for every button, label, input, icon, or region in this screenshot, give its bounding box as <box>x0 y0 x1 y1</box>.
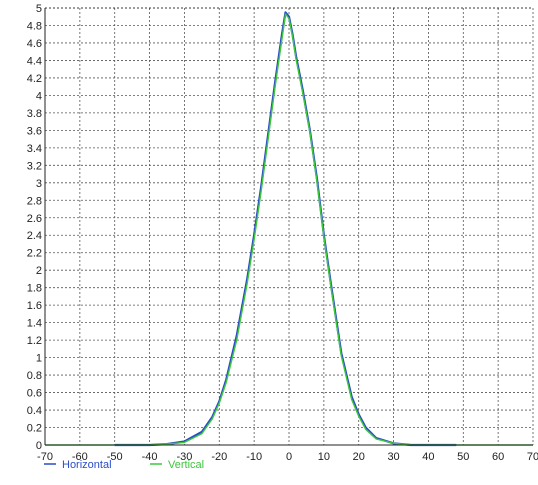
y-tick-label: 0.2 <box>27 423 42 435</box>
y-tick-label: 1.4 <box>27 318 42 330</box>
y-tick-label: 1.6 <box>27 300 42 312</box>
legend-label-vertical: Vertical <box>168 459 204 471</box>
y-tick-label: 2.8 <box>27 195 42 207</box>
x-tick-label: -70 <box>37 451 53 463</box>
x-tick-label: -50 <box>107 451 123 463</box>
y-tick-label: 2.2 <box>27 248 42 260</box>
x-tick-label: -20 <box>211 451 227 463</box>
y-tick-label: 4.6 <box>27 38 42 50</box>
y-tick-label: 3.4 <box>27 143 42 155</box>
x-tick-label: 0 <box>286 451 292 463</box>
x-tick-labels: -70 -60 -50 -40 -30 -20 -10 0 10 20 30 40 50 60 70 <box>37 451 538 463</box>
x-tick-label: -60 <box>72 451 88 463</box>
x-tick-label: -10 <box>246 451 262 463</box>
y-tick-label: 2.4 <box>27 230 42 242</box>
y-tick-label: 5 <box>36 3 42 15</box>
y-tick-label: 1 <box>36 353 42 365</box>
series-lines <box>45 11 533 447</box>
y-tick-label: 1.8 <box>27 283 42 295</box>
y-tick-label: 0.8 <box>27 370 42 382</box>
legend: Horizontal Vertical <box>44 459 204 471</box>
y-tick-label: 0.4 <box>27 405 42 417</box>
y-tick-label: 3.6 <box>27 125 42 137</box>
legend-label-horizontal: Horizontal <box>62 459 112 471</box>
series-line-vertical <box>45 13 533 446</box>
y-tick-label: 0.6 <box>27 388 42 400</box>
x-tick-label: 70 <box>527 451 538 463</box>
y-tick-label: 3.2 <box>27 160 42 172</box>
y-tick-label: 4.2 <box>27 73 42 85</box>
y-tick-label: 1.2 <box>27 335 42 347</box>
x-tick-label: 30 <box>387 451 399 463</box>
axes <box>44 7 533 446</box>
x-tick-label: 60 <box>492 451 504 463</box>
y-tick-label: 4 <box>36 90 42 102</box>
x-tick-label: 20 <box>353 451 365 463</box>
y-tick-label: 2 <box>36 265 42 277</box>
y-tick-label: 3 <box>36 178 42 190</box>
y-tick-labels: 0 0.2 0.4 0.6 0.8 1 1.2 1.4 1.6 1.8 2 2.2 2.4 2.6 2.8 3… <box>27 3 42 452</box>
y-tick-label: 3.8 <box>27 108 42 120</box>
y-tick-label: 2.6 <box>27 213 42 225</box>
x-tick-label: -40 <box>142 451 158 463</box>
x-tick-label: 10 <box>318 451 330 463</box>
y-tick-label: 0 <box>36 440 42 452</box>
series-line-horizontal <box>114 11 457 447</box>
x-tick-label: 40 <box>422 451 434 463</box>
y-tick-label: 4.4 <box>27 55 42 67</box>
x-tick-label: -30 <box>176 451 192 463</box>
y-tick-label: 4.8 <box>27 20 42 32</box>
x-tick-label: 50 <box>457 451 469 463</box>
grid <box>45 7 534 445</box>
